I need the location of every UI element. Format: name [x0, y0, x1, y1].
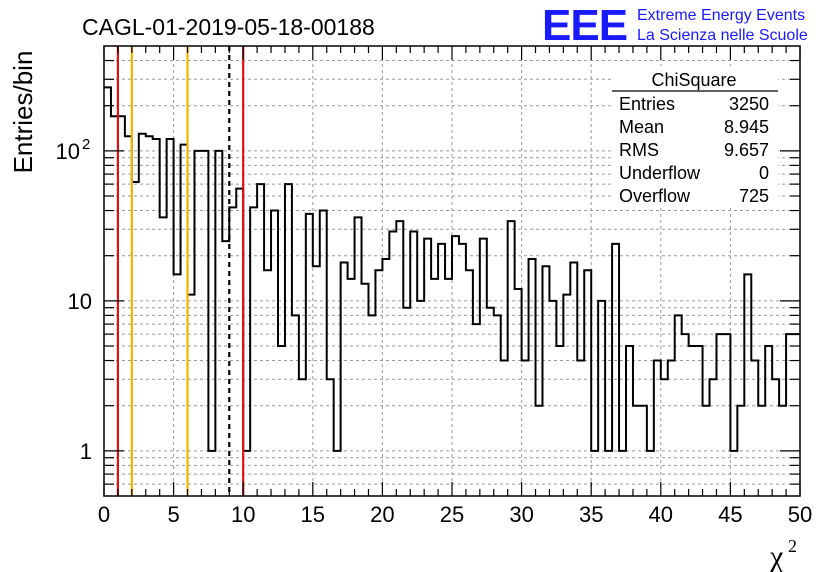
stats-row-value: 8.945: [724, 117, 769, 137]
stats-row-label: Underflow: [619, 163, 701, 183]
stats-box-background: [612, 66, 778, 208]
stats-row-label: Overflow: [619, 186, 691, 206]
stats-row: Entries 3250: [619, 94, 769, 114]
stats-row: Overflow 725: [619, 186, 769, 206]
x-axis-label-superscript: 2: [788, 536, 797, 556]
y-tick-label: 10: [68, 289, 92, 314]
stats-row-value: 725: [739, 186, 769, 206]
stats-row: Underflow 0: [619, 163, 769, 183]
x-tick-label: 20: [370, 502, 394, 527]
vertical-lines-layer: [116, 46, 245, 496]
eee-logo-mark: EEE: [542, 1, 627, 50]
y-axis-label: Entries/bin: [8, 51, 38, 174]
stats-row-value: 0: [759, 163, 769, 183]
stats-box: ChiSquare Entries 3250 Mean 8.945 RMS 9.657 Un…: [612, 66, 778, 208]
stats-box-rows: Entries 3250 Mean 8.945 RMS 9.657 Underflow 0 Ov…: [619, 94, 769, 206]
x-tick-label: 45: [718, 502, 742, 527]
stats-row: RMS 9.657: [619, 140, 769, 160]
eee-logo-line2: La Scienza nelle Scuole: [637, 27, 808, 44]
axis-ticks: [103, 46, 801, 496]
x-tick-label: 35: [579, 502, 603, 527]
histogram-layer: [104, 86, 800, 452]
x-tick-label: 15: [301, 502, 325, 527]
x-tick-label: 0: [98, 502, 110, 527]
eee-logo: EEE Extreme Energy Events La Scienza nel…: [542, 1, 808, 50]
x-tick-label: 10: [231, 502, 255, 527]
x-tick-labels: 0 5 10 15 20 25 30 35 40 45 50: [98, 502, 812, 527]
x-tick-label: 5: [167, 502, 179, 527]
grid-layer: [104, 46, 800, 496]
y-tick-label-exponent: 2: [82, 136, 90, 153]
stats-row: Mean 8.945: [619, 117, 769, 137]
y-tick-label: 1: [80, 439, 92, 464]
chart-title: CAGL-01-2019-05-18-00188: [82, 14, 375, 40]
y-tick-label: 10: [56, 139, 80, 164]
stats-row-value: 9.657: [724, 140, 769, 160]
stats-row-label: Mean: [619, 117, 664, 137]
stats-row-value: 3250: [729, 94, 769, 114]
x-axis-label-base: χ: [769, 540, 784, 572]
x-axis-label: χ 2: [769, 536, 797, 572]
x-tick-label: 50: [788, 502, 812, 527]
x-tick-label: 25: [440, 502, 464, 527]
x-tick-label: 40: [649, 502, 673, 527]
stats-row-label: Entries: [619, 94, 675, 114]
stats-row-label: RMS: [619, 140, 659, 160]
stats-box-title: ChiSquare: [651, 70, 736, 90]
eee-logo-line1: Extreme Energy Events: [637, 7, 805, 24]
x-tick-label: 30: [509, 502, 533, 527]
histogram-series: [104, 86, 800, 452]
